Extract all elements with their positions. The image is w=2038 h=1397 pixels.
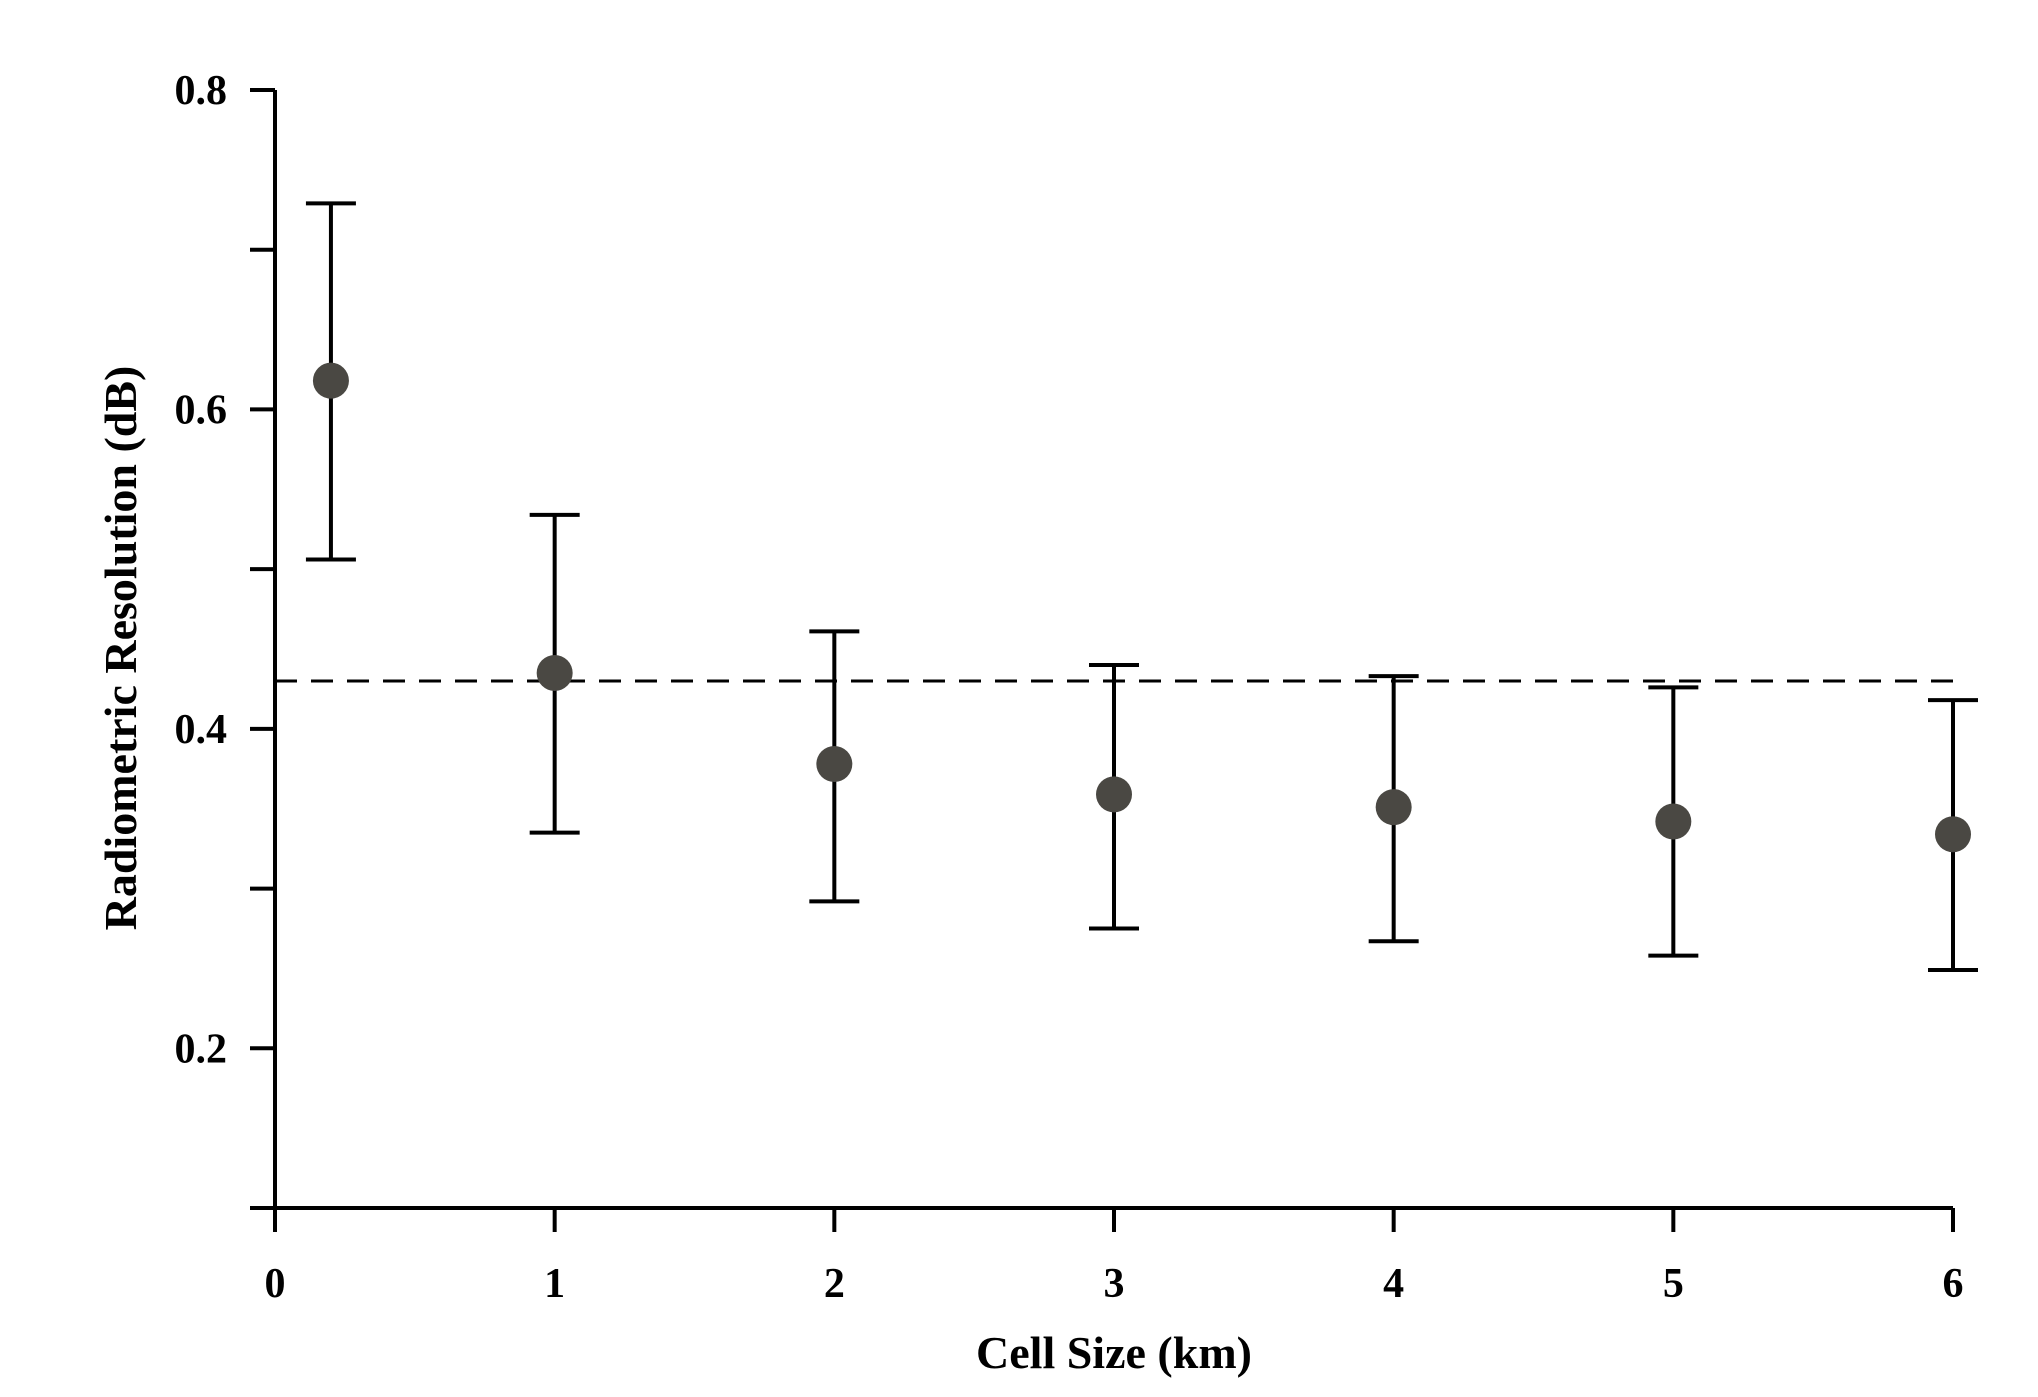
data-points	[312, 362, 1971, 853]
y-axis-title: Radiometric Resolution (dB)	[95, 366, 146, 931]
x-tick-label: 0	[265, 1261, 286, 1307]
y-tick-label: 0.2	[175, 1026, 228, 1072]
x-ticks: 0 1 2 3 4 5 6	[265, 1208, 1964, 1307]
data-point	[1375, 789, 1412, 826]
data-point	[1096, 776, 1132, 813]
y-ticks: 0.2 0.4 0.6 0.8	[175, 68, 275, 1210]
x-tick-label: 5	[1663, 1261, 1684, 1307]
data-point	[536, 654, 573, 691]
x-tick-label: 1	[544, 1261, 565, 1307]
data-point	[312, 362, 349, 399]
y-tick-label: 0.4	[175, 707, 228, 753]
y-tick-label: 0.8	[175, 68, 228, 114]
x-axis: 0 1 2 3 4 5 6 Cell Size (km)	[250, 1206, 1964, 1378]
data-point	[1935, 816, 1971, 853]
x-axis-title: Cell Size (km)	[976, 1327, 1252, 1378]
x-tick-label: 4	[1383, 1261, 1404, 1307]
x-tick-label: 6	[1943, 1261, 1964, 1307]
x-tick-label: 3	[1104, 1261, 1125, 1307]
x-tick-label: 2	[824, 1261, 845, 1307]
y-axis: 0.2 0.4 0.6 0.8 Radiometric Resolution (dB)	[95, 68, 277, 1210]
data-point	[1655, 803, 1692, 840]
error-bars	[305, 201, 1978, 973]
data-point	[816, 745, 853, 782]
y-tick-label: 0.6	[175, 387, 228, 433]
